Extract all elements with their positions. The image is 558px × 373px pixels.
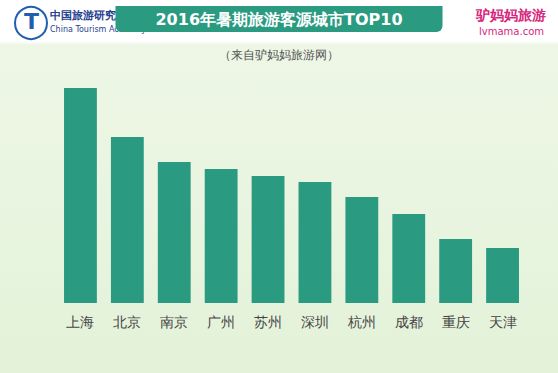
svg-text:苏州: 苏州	[254, 314, 282, 330]
svg-text:中国旅游研究院: 中国旅游研究院	[50, 9, 127, 22]
svg-text:杭州: 杭州	[347, 314, 376, 330]
svg-text:2016年暑期旅游客源城市TOP10: 2016年暑期旅游客源城市TOP10	[155, 10, 402, 29]
svg-text:lvmama.com: lvmama.com	[479, 26, 544, 37]
svg-text:T: T	[24, 9, 39, 34]
svg-text:南京: 南京	[160, 314, 188, 330]
svg-text:驴妈妈旅游: 驴妈妈旅游	[475, 7, 546, 23]
svg-text:重庆: 重庆	[442, 314, 470, 330]
svg-text:北京: 北京	[113, 314, 141, 330]
svg-text:深圳: 深圳	[301, 314, 329, 330]
svg-text:上海: 上海	[66, 314, 94, 330]
svg-text:天津: 天津	[489, 314, 517, 330]
svg-text:China Tourism Academy: China Tourism Academy	[50, 24, 147, 34]
svg-text:广州: 广州	[207, 314, 235, 330]
svg-text:（来自驴妈妈旅游网）: （来自驴妈妈旅游网）	[219, 48, 339, 62]
svg-text:成都: 成都	[395, 314, 423, 330]
